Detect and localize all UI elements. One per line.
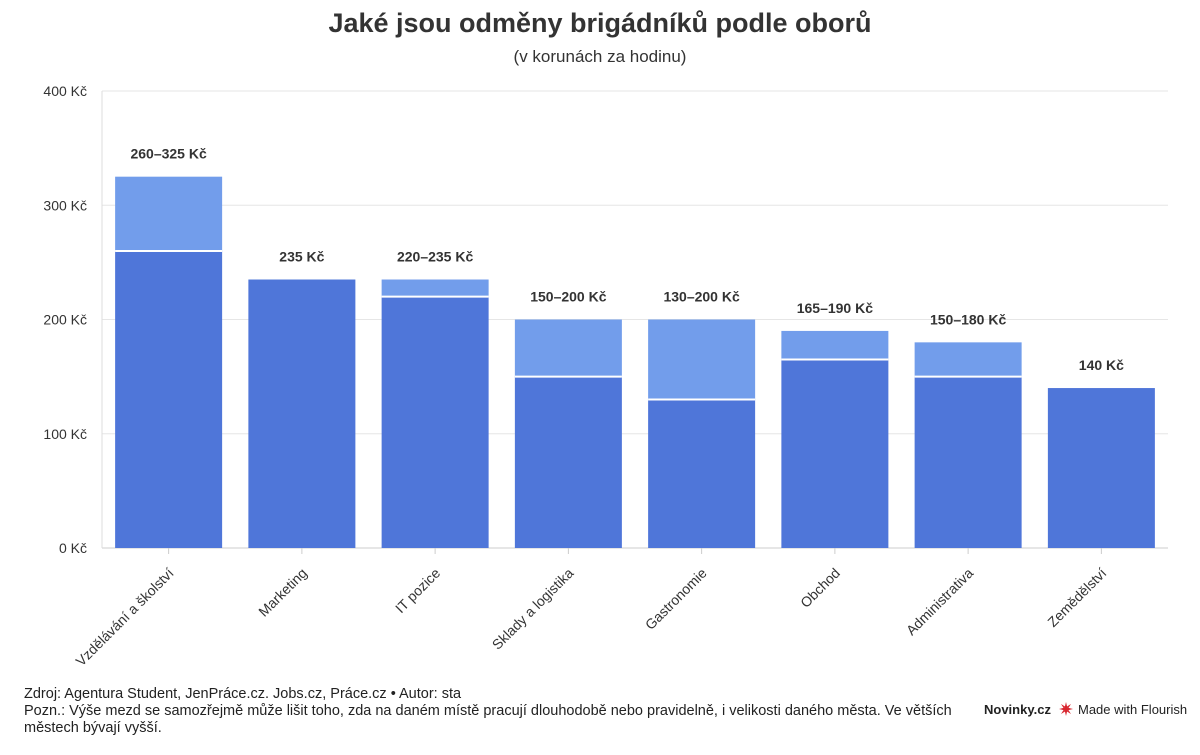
- bar-range: [648, 319, 756, 400]
- data-label: 220–235 Kč: [397, 249, 474, 265]
- bar-range: [115, 176, 223, 251]
- bar-min: [115, 250, 223, 548]
- chart-subtitle: (v korunách za hodinu): [513, 47, 687, 66]
- data-labels: 260–325 Kč 235 Kč 220–235 Kč 150–200 Kč 130–…: [130, 146, 1124, 373]
- data-label: 140 Kč: [1079, 357, 1124, 373]
- x-tick-label: IT pozice: [392, 565, 443, 616]
- bar-min: [514, 376, 622, 548]
- bar-min: [914, 376, 1022, 548]
- bar-range: [381, 279, 489, 297]
- data-label: 150–200 Kč: [530, 289, 607, 305]
- x-tick-label: Zemědělství: [1044, 565, 1109, 630]
- x-tick-label: Gastronomie: [642, 565, 710, 633]
- y-tick-label: 0 Kč: [59, 540, 87, 556]
- made-with-label: Made with Flourish: [1078, 701, 1188, 717]
- bar-min: [648, 399, 756, 548]
- note-text: Pozn.: Výše mezd se samozřejmě může liši…: [24, 703, 952, 736]
- x-tick-label: Obchod: [797, 565, 843, 611]
- footer: Zdroj: Agentura Student, JenPráce.cz. Jo…: [24, 686, 954, 737]
- x-tick-label: Sklady a logistika: [489, 565, 577, 653]
- data-label: 165–190 Kč: [797, 300, 874, 316]
- y-tick-label: 400 Kč: [43, 83, 87, 99]
- bar-min: [381, 296, 489, 548]
- data-label: 130–200 Kč: [663, 289, 740, 305]
- bar-range: [514, 319, 622, 377]
- source-text: Zdroj: Agentura Student, JenPráce.cz. Jo…: [24, 686, 462, 702]
- flourish-logo-icon: [1058, 701, 1074, 717]
- bar-min: [248, 279, 356, 548]
- y-tick-label: 200 Kč: [43, 312, 87, 328]
- x-tick-label: Marketing: [255, 565, 310, 620]
- bar-min: [781, 359, 889, 548]
- bar-range: [914, 342, 1022, 377]
- bar-range: [781, 330, 889, 360]
- y-tick-label: 300 Kč: [43, 197, 87, 213]
- y-axis: 0 Kč 100 Kč 200 Kč 300 Kč 400 Kč: [43, 83, 87, 556]
- chart-title: Jaké jsou odměny brigádníků podle oborů: [328, 8, 872, 38]
- x-tick-label: Vzdělávání a školství: [72, 565, 176, 669]
- bar-min: [1047, 388, 1155, 548]
- flourish-badge[interactable]: Made with Flourish: [1058, 701, 1187, 717]
- x-axis: Vzdělávání a školství Marketing IT pozice S…: [72, 548, 1110, 669]
- data-label: 235 Kč: [279, 249, 324, 265]
- y-tick-label: 100 Kč: [43, 426, 87, 442]
- data-label: 260–325 Kč: [130, 146, 207, 162]
- data-label: 150–180 Kč: [930, 311, 1007, 327]
- bars: [115, 176, 1155, 548]
- x-tick-label: Administrativa: [903, 565, 977, 639]
- publisher-logo[interactable]: Novinky.cz: [984, 702, 1051, 717]
